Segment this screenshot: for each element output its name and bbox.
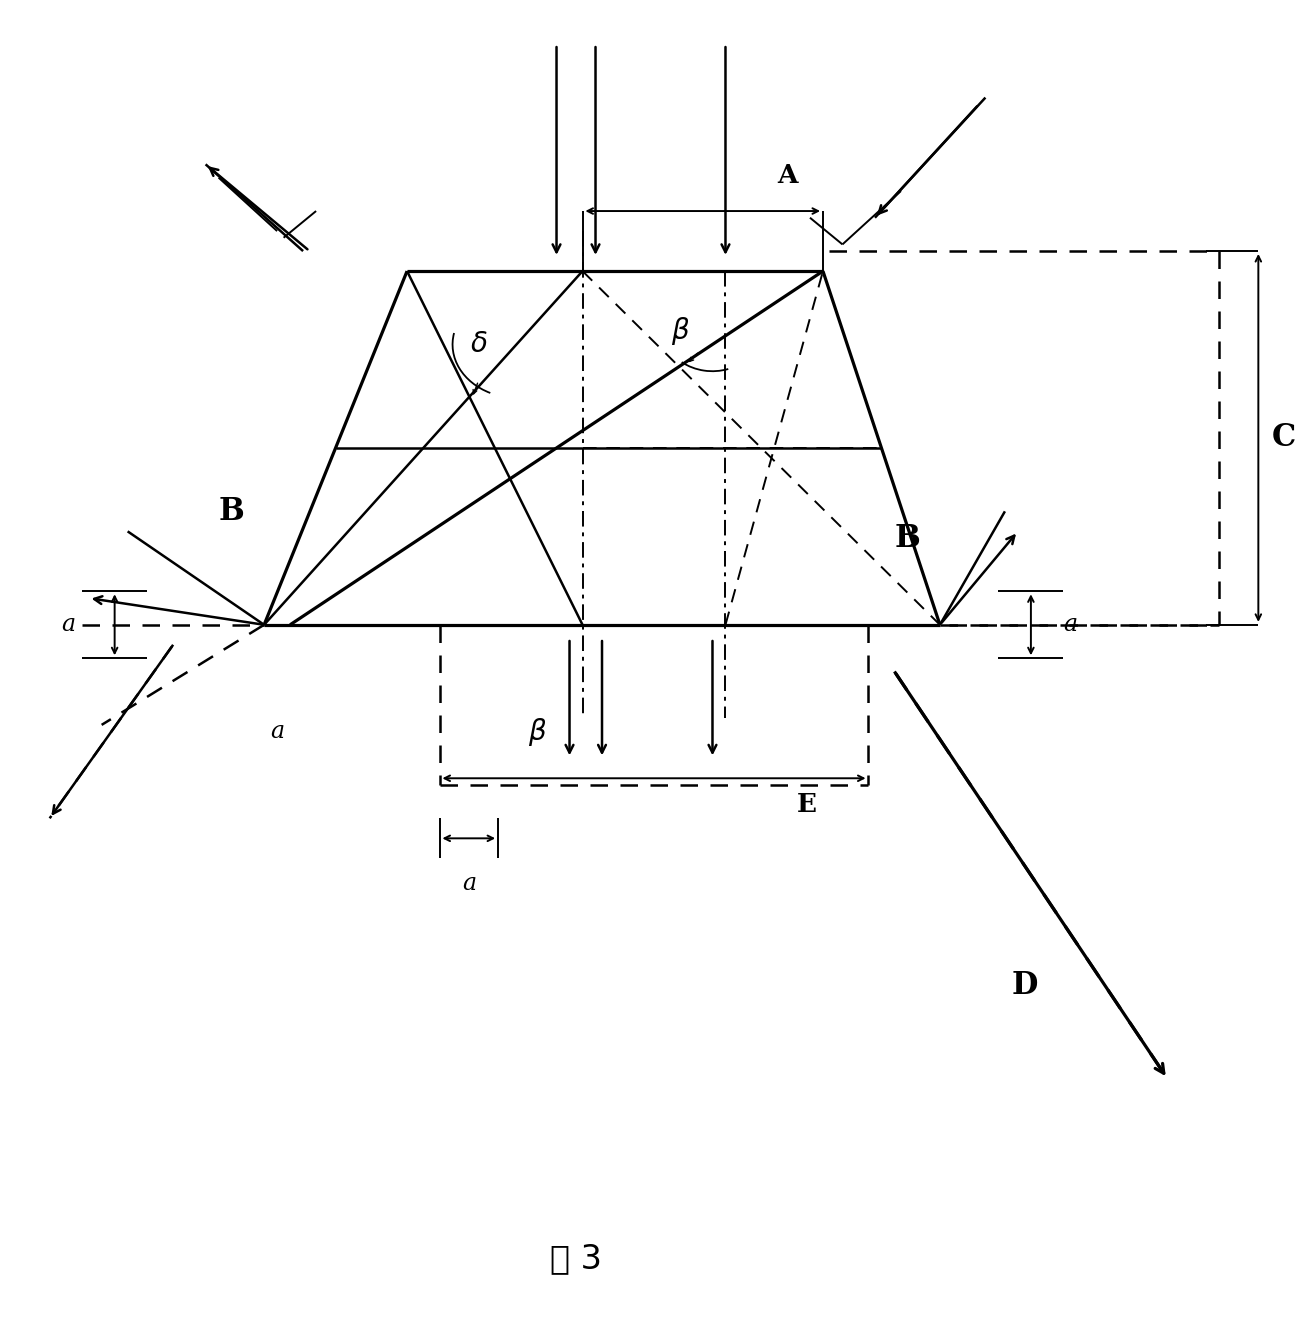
Text: B: B: [218, 496, 245, 526]
Text: a: a: [269, 720, 284, 743]
Text: a: a: [1063, 614, 1078, 637]
Text: a: a: [61, 614, 76, 637]
Text: $\beta$: $\beta$: [527, 716, 547, 748]
Text: a: a: [462, 872, 476, 894]
Text: $\beta$: $\beta$: [671, 316, 689, 346]
Text: 图 3: 图 3: [551, 1242, 602, 1276]
Text: $\delta$: $\delta$: [470, 330, 488, 359]
Text: A: A: [777, 164, 798, 188]
Text: D: D: [1011, 970, 1037, 1001]
Text: B: B: [895, 522, 921, 553]
Text: E: E: [797, 792, 818, 818]
Text: C: C: [1271, 423, 1296, 454]
